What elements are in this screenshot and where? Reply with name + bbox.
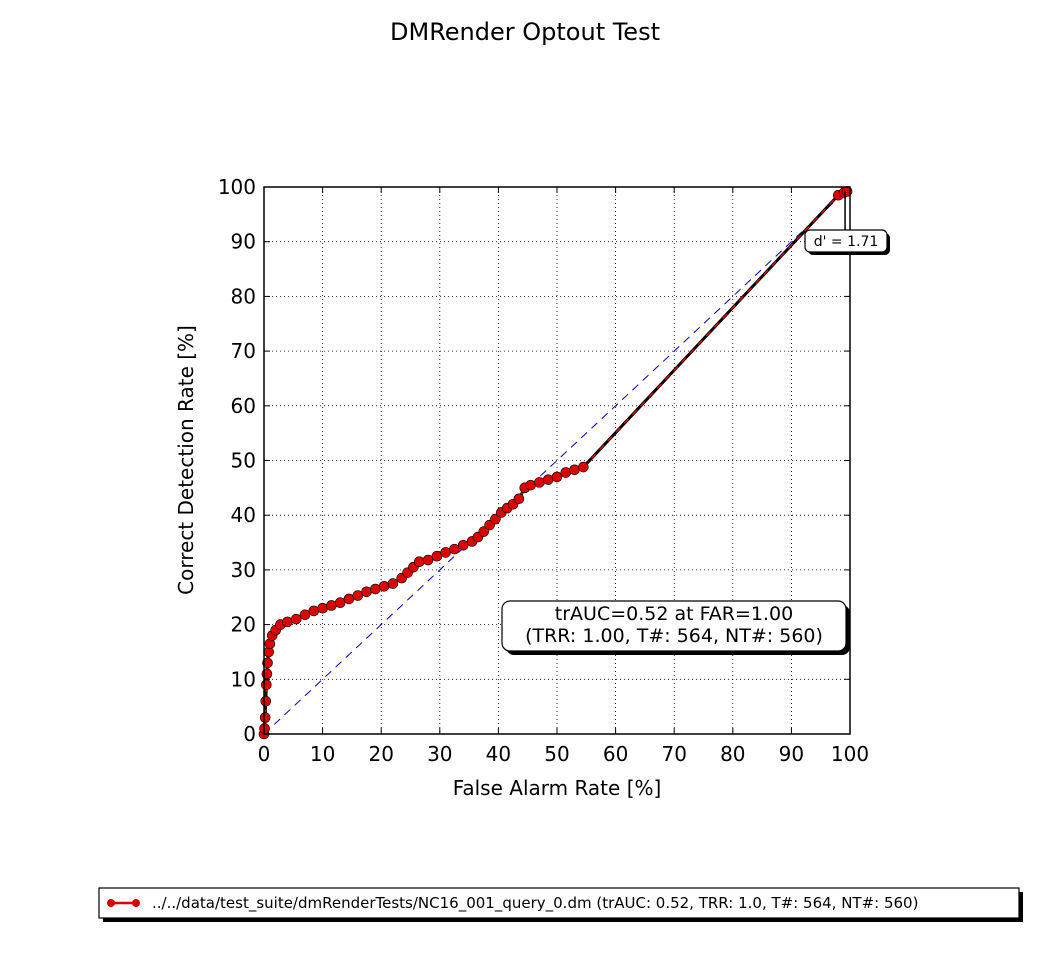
data-point xyxy=(317,602,328,614)
legend-marker-left xyxy=(107,899,115,907)
data-point xyxy=(290,613,302,625)
y-tick-label: 70 xyxy=(231,339,256,363)
y-tick-label: 0 xyxy=(243,722,256,746)
data-point xyxy=(578,461,589,473)
x-tick-label: 20 xyxy=(368,742,393,766)
data-point xyxy=(534,477,545,488)
dprime-annotation: d' = 1.71 xyxy=(804,191,890,255)
data-point xyxy=(308,605,320,617)
x-tick-label: 30 xyxy=(427,742,452,766)
data-point xyxy=(282,616,293,628)
legend-box xyxy=(98,887,1020,919)
data-point xyxy=(326,600,337,611)
x-tick-label: 100 xyxy=(831,742,869,766)
data-point xyxy=(560,467,572,478)
chance-line-group xyxy=(263,186,851,735)
data-point xyxy=(525,479,536,491)
y-tick-label: 50 xyxy=(231,449,256,473)
y-axis-label: Correct Detection Rate [%] xyxy=(174,325,198,595)
y-tick-label: 90 xyxy=(231,230,256,254)
data-point xyxy=(513,493,525,505)
x-tick-label: 40 xyxy=(486,742,511,766)
data-point xyxy=(551,471,563,483)
data-point xyxy=(334,597,346,609)
legend-label: ../../data/test_suite/dmRenderTests/NC16… xyxy=(152,894,918,913)
data-point xyxy=(261,679,272,691)
dprime-label: d' = 1.71 xyxy=(814,234,879,250)
data-point xyxy=(449,543,460,555)
data-point xyxy=(413,556,425,567)
dprime-box xyxy=(804,229,888,253)
trauc-annotation: trAUC=0.52 at FAR=1.00 (TRR: 1.00, T#: 5… xyxy=(501,600,850,655)
y-tick-label: 60 xyxy=(231,394,256,418)
data-point xyxy=(299,609,311,621)
x-tick-label: 10 xyxy=(310,742,335,766)
y-ticks: 0 10 20 30 40 50 60 70 80 90 100 xyxy=(218,175,850,746)
data-point xyxy=(352,590,364,601)
x-tick-label: 70 xyxy=(661,742,686,766)
data-point xyxy=(457,539,469,551)
y-tick-label: 40 xyxy=(231,503,256,527)
chart-title: DMRender Optout Test xyxy=(390,18,660,46)
y-tick-label: 80 xyxy=(231,284,256,308)
data-point xyxy=(370,583,381,595)
trauc-box xyxy=(501,600,847,652)
chance-line xyxy=(263,186,851,735)
x-tick-label: 50 xyxy=(544,742,569,766)
data-point xyxy=(387,578,399,589)
y-tick-label: 100 xyxy=(218,175,256,199)
data-point xyxy=(259,712,271,723)
x-tick-label: 90 xyxy=(779,742,804,766)
data-point xyxy=(431,550,443,562)
legend: ../../data/test_suite/dmRenderTests/NC16… xyxy=(98,887,1023,922)
y-tick-label: 30 xyxy=(231,558,256,582)
data-point xyxy=(569,464,580,476)
trauc-line-1: trAUC=0.52 at FAR=1.00 xyxy=(555,603,793,625)
data-point xyxy=(542,474,554,485)
x-tick-label: 0 xyxy=(258,742,271,766)
legend-marker-right xyxy=(132,899,140,907)
y-tick-label: 10 xyxy=(231,667,256,691)
x-tick-label: 60 xyxy=(603,742,628,766)
data-point xyxy=(260,695,272,707)
x-ticks: 0 10 20 30 40 50 60 70 80 90 100 xyxy=(258,187,869,766)
x-tick-label: 80 xyxy=(720,742,745,766)
data-point xyxy=(262,657,273,669)
y-tick-label: 20 xyxy=(231,613,256,637)
data-point xyxy=(361,586,372,598)
data-point xyxy=(378,581,390,592)
data-point xyxy=(422,554,434,566)
points-group xyxy=(258,186,853,740)
trauc-line-2: (TRR: 1.00, T#: 564, NT#: 560) xyxy=(525,625,823,647)
x-axis-label: False Alarm Rate [%] xyxy=(453,776,662,800)
